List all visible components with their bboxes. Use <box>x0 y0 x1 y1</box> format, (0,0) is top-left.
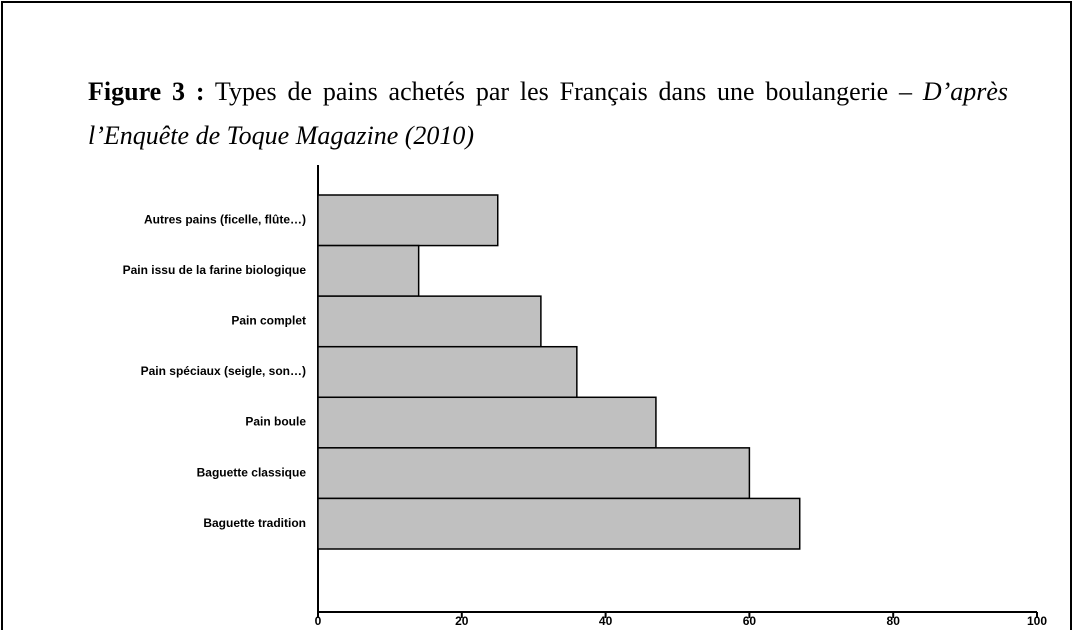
figure-label: Figure 3 : <box>88 77 205 106</box>
y-tick-label: Pain spéciaux (seigle, son…) <box>141 364 306 378</box>
x-tick-label: 80 <box>887 614 901 628</box>
bar <box>317 497 801 550</box>
y-tick-label: Baguette tradition <box>203 516 306 530</box>
bar <box>317 447 751 500</box>
y-tick-label: Pain issu de la farine biologique <box>123 263 307 277</box>
bar <box>317 194 499 247</box>
x-tick-label: 60 <box>743 614 757 628</box>
bar <box>317 396 657 449</box>
chart-title-block: Figure 3 : Types de pains achetés par le… <box>88 70 1008 158</box>
chart-title: Types de pains achetés par les Français … <box>214 77 912 106</box>
y-tick-label: Autres pains (ficelle, flûte…) <box>144 212 306 226</box>
y-tick-label: Pain boule <box>245 415 306 429</box>
y-tick-label: Baguette classique <box>197 465 307 479</box>
x-tick-label: 40 <box>599 614 613 628</box>
bar <box>317 295 542 348</box>
x-tick-label: 20 <box>455 614 469 628</box>
bar <box>317 244 420 297</box>
bar <box>317 345 578 399</box>
chart-source: D’après l’Enquête de Toque Magazine (201… <box>88 77 1009 150</box>
x-tick-label: 0 <box>315 614 322 628</box>
y-tick-label: Pain complet <box>231 314 306 328</box>
x-tick-label: 100 <box>1027 614 1047 628</box>
